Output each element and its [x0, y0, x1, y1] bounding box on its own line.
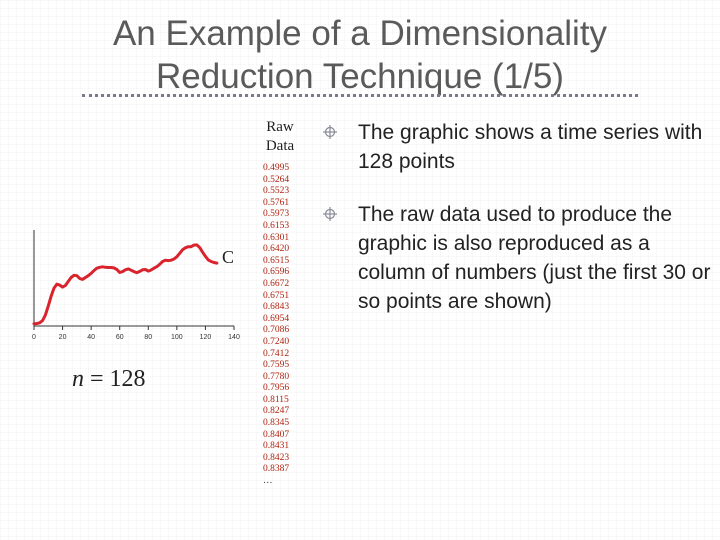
raw-value: 0.8115: [263, 394, 289, 405]
slide-title-line2: Reduction Technique (1/5): [156, 57, 564, 96]
n-label: n = 128: [72, 366, 146, 393]
raw-data-label-line2: Data: [265, 138, 295, 154]
chart-axes: [33, 230, 234, 327]
title-divider: [82, 94, 638, 97]
raw-value: 0.6153: [263, 220, 290, 231]
raw-value-ellipsis: …: [263, 476, 273, 487]
chart-c-label: C: [222, 247, 234, 267]
raw-value: 0.6672: [263, 278, 290, 289]
n-variable: n: [72, 366, 84, 392]
bullet-list: The graphic shows a time series with 128…: [322, 118, 712, 340]
raw-value: 0.6751: [263, 290, 290, 301]
raw-value: 0.8423: [263, 452, 290, 463]
raw-value: 0.8247: [263, 406, 290, 417]
raw-value: 0.4995: [263, 163, 290, 173]
raw-value: 0.6420: [263, 244, 290, 255]
n-value: = 128: [90, 366, 146, 392]
raw-value: 0.8345: [263, 418, 290, 429]
raw-value: 0.5973: [263, 209, 290, 220]
raw-data-column: 0.4995 0.5264 0.5523 0.5761 0.5973 0.6153 0.63…: [263, 163, 289, 488]
raw-value: 0.6843: [263, 302, 290, 313]
slide-title: An Example of a Dimensionality Reduction…: [0, 12, 720, 98]
raw-value: 0.7086: [263, 325, 290, 336]
raw-value: 0.5761: [263, 197, 290, 208]
x-tick-label: 60: [116, 334, 124, 341]
x-tick-label: 100: [171, 334, 183, 341]
raw-value: 0.6954: [263, 313, 290, 324]
raw-value: 0.7780: [263, 371, 290, 382]
x-tick-label: 40: [87, 334, 95, 341]
raw-value: 0.5264: [263, 174, 290, 185]
x-tick-label: 80: [144, 334, 152, 341]
raw-value: 0.7595: [263, 360, 290, 371]
time-series-chart: 0 20 40 60 80 100 120 140 C: [32, 230, 240, 341]
raw-value: 0.5523: [263, 186, 290, 197]
crosshair-bullet-icon: [323, 125, 337, 139]
raw-value: 0.8431: [263, 441, 290, 452]
raw-value: 0.8387: [263, 464, 290, 475]
bullet-item-2: The raw data used to produce the graphic…: [322, 200, 712, 316]
raw-value: 0.6301: [263, 232, 290, 243]
raw-data-label: Raw Data: [256, 118, 304, 156]
crosshair-bullet-icon: [323, 207, 337, 221]
x-tick-label: 140: [228, 334, 240, 341]
x-tick-label: 120: [200, 334, 212, 341]
x-tick-label: 0: [32, 334, 36, 341]
slide-title-line1: An Example of a Dimensionality: [112, 14, 608, 53]
bullet-item-1: The graphic shows a time series with 128…: [322, 118, 712, 176]
bullet-text-2: The raw data used to produce the graphic…: [358, 203, 711, 313]
raw-value: 0.7956: [263, 383, 290, 394]
raw-value: 0.8407: [263, 429, 290, 440]
raw-data-label-line1: Raw: [266, 119, 294, 135]
raw-value: 0.7240: [263, 336, 290, 347]
raw-value: 0.6515: [263, 255, 290, 266]
bullet-text-1: The graphic shows a time series with 128…: [358, 121, 703, 173]
raw-value: 0.6596: [263, 267, 290, 278]
series-line: [32, 243, 219, 326]
x-tick-label: 20: [59, 334, 67, 341]
raw-value: 0.7412: [263, 348, 290, 359]
chart-ticks: 0 20 40 60 80 100 120 140: [32, 326, 240, 341]
